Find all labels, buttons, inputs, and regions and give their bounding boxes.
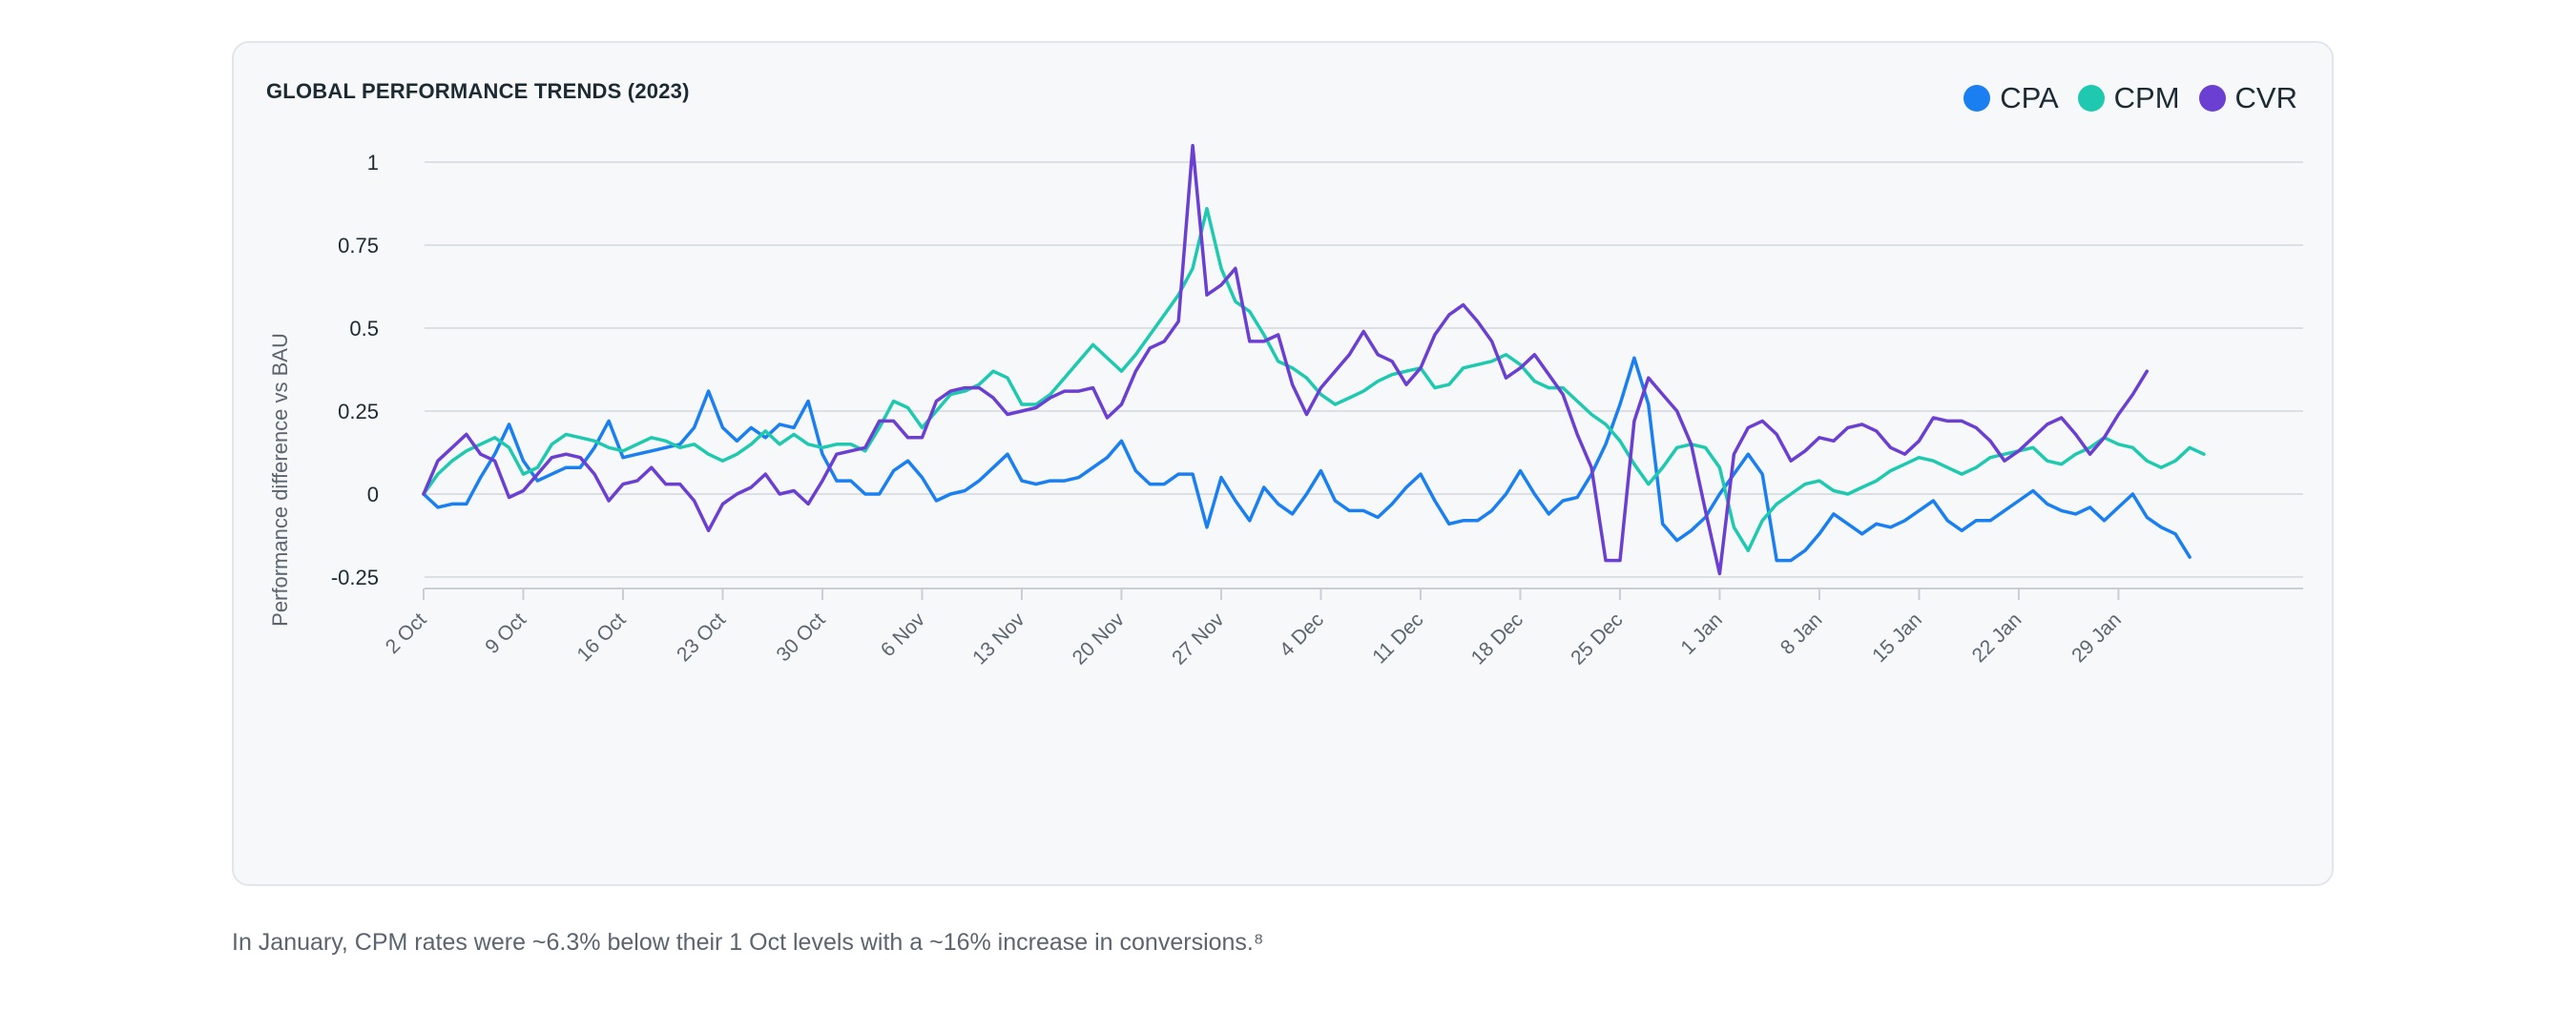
y-tick-label: 0.75 [338, 234, 379, 258]
y-tick-label: -0.25 [331, 566, 379, 589]
y-tick-label: 1 [367, 151, 379, 175]
legend-item-cpa: CPA [1963, 81, 2059, 115]
y-tick-label: 0 [367, 483, 379, 506]
x-tick-label: 27 Nov [1168, 609, 1229, 670]
chart-caption: In January, CPM rates were ~6.3% below t… [232, 929, 1264, 956]
x-tick-label: 30 Oct [773, 609, 830, 666]
x-tick-label: 20 Nov [1069, 609, 1130, 670]
legend-item-cvr: CVR [2198, 81, 2297, 115]
legend-label-cpm: CPM [2113, 81, 2180, 114]
x-tick-label: 18 Dec [1467, 609, 1527, 669]
legend-label-cvr: CVR [2234, 81, 2297, 114]
legend-label-cpa: CPA [2000, 81, 2059, 114]
grid-layer [425, 161, 2303, 578]
series-line-cpa [422, 356, 2192, 563]
x-tick-label: 23 Oct [673, 609, 730, 666]
chart-legend: CPA CPM CVR [1963, 81, 2297, 115]
y-tick-label: 0.25 [338, 400, 379, 423]
line-chart: 1 0.75 0.5 0.25 0 -0.252 Oct 9 Oct 16 Oct 23 Oct… [268, 143, 2303, 670]
x-tick-label: 16 Oct [573, 609, 631, 666]
x-tick-label: 15 Jan [1868, 609, 1926, 667]
x-tick-label: 1 Jan [1676, 609, 1727, 659]
chart-title: GLOBAL PERFORMANCE TRENDS (2023) [266, 79, 690, 103]
legend-swatch-cvr [2198, 85, 2226, 112]
legend-swatch-cpm [2077, 85, 2105, 112]
x-tick-label: 9 Oct [481, 609, 530, 658]
x-tick-label: 22 Jan [1968, 609, 2026, 667]
axis-layer: 1 0.75 0.5 0.25 0 -0.252 Oct 9 Oct 16 Oct 23 Oct… [331, 151, 2303, 670]
series-line-cvr [422, 143, 2150, 576]
x-tick-label: 2 Oct [382, 609, 431, 658]
x-tick-label: 11 Dec [1368, 609, 1427, 668]
y-tick-label: 0.5 [349, 317, 379, 340]
chart-card: GLOBAL PERFORMANCE TRENDS (2023) CPA CPM… [232, 41, 2334, 886]
x-tick-label: 25 Dec [1567, 609, 1627, 669]
series-line-cpm [422, 206, 2206, 552]
x-tick-label: 13 Nov [968, 609, 1029, 670]
legend-swatch-cpa [1963, 85, 1991, 112]
legend-item-cpm: CPM [2077, 81, 2180, 115]
x-tick-label: 6 Nov [877, 609, 929, 661]
x-tick-label: 8 Jan [1776, 609, 1827, 659]
y-axis-label: Performance difference vs BAU [268, 333, 292, 627]
x-tick-label: 4 Dec [1276, 609, 1328, 661]
x-tick-label: 29 Jan [2067, 609, 2126, 667]
series-layer [422, 143, 2206, 576]
